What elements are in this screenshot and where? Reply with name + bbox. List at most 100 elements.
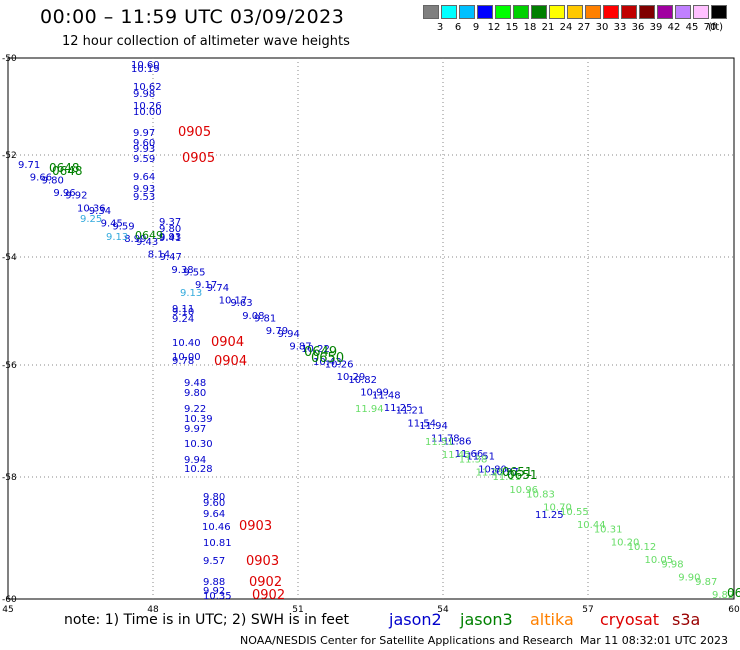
scale-swatch <box>549 5 565 19</box>
scale-swatch <box>495 5 511 19</box>
wave-height-value: 9.48 <box>184 378 206 389</box>
map-title: 00:00 – 11:59 UTC 03/09/2023 <box>40 6 345 28</box>
wave-height-value: 9.59 <box>133 154 155 165</box>
wave-height-value: 10.00 <box>172 352 201 363</box>
scale-swatch <box>567 5 583 19</box>
scale-swatch <box>621 5 637 19</box>
map-frame <box>7 57 735 600</box>
pass-time-label: 0648 <box>52 164 83 178</box>
legend-jason3: jason3 <box>460 610 513 629</box>
wave-height-value: 11.21 <box>396 406 425 417</box>
wave-height-value: 9.43 <box>136 237 158 248</box>
wave-height-value: 9.87 <box>289 342 311 353</box>
wave-height-value: 10.31 <box>594 525 623 536</box>
legend-altika: altika <box>530 610 574 629</box>
wave-height-value: 10.05 <box>644 555 673 566</box>
wave-height-value: 10.82 <box>348 375 377 386</box>
lat-tick-label: -58 <box>2 473 17 483</box>
scale-label: 36 <box>631 22 645 33</box>
wave-height-value: 9.59 <box>112 221 134 232</box>
scale-swatch <box>459 5 475 19</box>
wave-height-value: 9.92 <box>203 586 225 597</box>
pass-time-label: 0651 <box>502 465 533 479</box>
lon-tick-label: 51 <box>292 605 303 615</box>
scale-label: 3 <box>436 22 444 33</box>
scale-swatch <box>423 5 439 19</box>
lon-tick-label: 60 <box>728 605 740 615</box>
wave-height-value: 9.64 <box>133 172 155 183</box>
footer-timestamp: Mar 11 08:32:01 UTC 2023 <box>580 634 728 647</box>
wave-height-value: 10.26 <box>133 101 162 112</box>
wave-height-value: 9.41 <box>159 233 181 244</box>
scale-label: 42 <box>667 22 681 33</box>
wave-height-value: 9.17 <box>195 280 217 291</box>
scale-label: 39 <box>649 22 663 33</box>
scale-swatch <box>531 5 547 19</box>
wave-height-value: 9.81 <box>254 314 276 325</box>
scale-swatch <box>675 5 691 19</box>
scale-swatch <box>603 5 619 19</box>
wave-height-value: 11.54 <box>407 418 436 429</box>
wave-height-value: 9.80 <box>159 224 181 235</box>
map-subtitle: 12 hour collection of altimeter wave hei… <box>62 34 350 49</box>
wave-height-value: 9.90 <box>678 572 700 583</box>
wave-height-value: 9.25 <box>80 214 102 225</box>
pass-time-label: 0651 <box>507 468 538 482</box>
wave-height-value: 10.40 <box>172 338 201 349</box>
wave-height-value: 9.94 <box>184 455 206 466</box>
scale-swatch <box>639 5 655 19</box>
wave-height-value: 11.45 <box>442 450 471 461</box>
wave-height-value: 10.00 <box>133 107 162 118</box>
wave-height-value: 11.66 <box>455 449 484 460</box>
scale-label: 27 <box>577 22 591 33</box>
scale-swatch <box>513 5 529 19</box>
wave-height-value: 9.80 <box>203 492 225 503</box>
legend-cryosat: cryosat <box>600 610 660 629</box>
lat-tick-label: -50 <box>2 54 17 64</box>
wave-height-value: 9.24 <box>172 314 194 325</box>
wave-height-value: 11.38 <box>459 455 488 466</box>
wave-height-value: 9.74 <box>207 283 229 294</box>
wave-height-value: 10.96 <box>509 485 538 496</box>
wave-height-value: 10.26 <box>325 360 354 371</box>
wave-height-value: 9.93 <box>133 184 155 195</box>
wave-height-value: 9.87 <box>695 577 717 588</box>
scale-label: 21 <box>541 22 555 33</box>
wave-height-value: 9.97 <box>133 128 155 139</box>
pass-time-label: 0649 <box>304 345 337 360</box>
wave-height-value: 9.60 <box>203 498 225 509</box>
lat-tick-label: -52 <box>2 151 17 161</box>
scale-label: 70 <box>703 22 717 33</box>
wave-height-value: 9.38 <box>171 265 193 276</box>
wave-height-value: 9.97 <box>184 424 206 435</box>
wave-height-value: 10.22 <box>301 344 330 355</box>
wave-height-value: 10.12 <box>628 542 657 553</box>
wave-height-value: 10.43 <box>313 357 342 368</box>
wave-height-value: 10.35 <box>203 591 232 602</box>
wave-height-value: 10.70 <box>543 502 572 513</box>
scale-swatch <box>477 5 493 19</box>
legend-s3a: s3a <box>672 610 701 629</box>
wave-height-value: 9.94 <box>278 329 300 340</box>
wave-height-value: 8.99 <box>124 234 146 245</box>
wave-height-value: 10.81 <box>203 538 232 549</box>
scale-swatch <box>711 5 727 19</box>
scale-label: 6 <box>454 22 462 33</box>
scale-swatch <box>657 5 673 19</box>
wave-height-value: 9.71 <box>18 160 40 171</box>
wave-height-value: 9.53 <box>133 192 155 203</box>
credit-line: NOAA/NESDIS Center for Satellite Applica… <box>240 634 574 647</box>
wave-height-value: 9.63 <box>230 298 252 309</box>
lon-tick-label: 54 <box>437 605 449 615</box>
lon-tick-label: 57 <box>582 605 593 615</box>
wave-height-value: 10.46 <box>202 522 231 533</box>
lat-tick-label: -56 <box>2 361 17 371</box>
wave-height-value: 9.34 <box>89 206 111 217</box>
scale-label: 12 <box>487 22 501 33</box>
wave-height-value: 9.47 <box>160 252 182 263</box>
scale-unit-label: (ft) <box>708 22 724 33</box>
scale-swatch <box>441 5 457 19</box>
wave-height-value: 10.39 <box>184 414 213 425</box>
wave-height-value: 10.80 <box>478 464 507 475</box>
pass-time-label: 0648 <box>49 161 80 175</box>
